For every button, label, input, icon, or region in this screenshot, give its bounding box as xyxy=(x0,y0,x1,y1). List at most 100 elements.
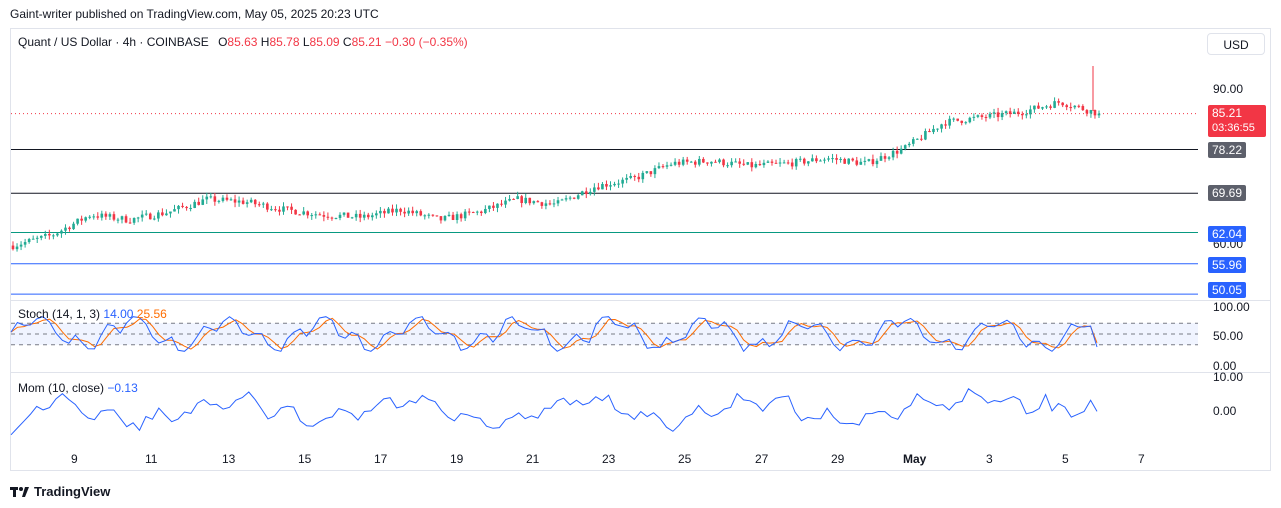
candle-body xyxy=(427,214,431,216)
candle-body xyxy=(548,203,552,205)
candle-body xyxy=(488,205,491,209)
high-label: H xyxy=(260,35,270,49)
candle-body xyxy=(177,205,180,210)
candle-body xyxy=(536,201,540,203)
candle-body xyxy=(964,122,968,124)
currency-button[interactable]: USD xyxy=(1207,33,1265,55)
candle-body xyxy=(217,200,221,202)
candle-body xyxy=(924,131,927,140)
candle-body xyxy=(1037,105,1040,109)
candle-body xyxy=(383,210,386,214)
candle-body xyxy=(589,191,592,195)
candle-body xyxy=(847,158,850,164)
candle-body xyxy=(266,203,269,210)
candle-body xyxy=(185,206,188,209)
candle-body xyxy=(492,205,495,208)
candle-body xyxy=(209,196,213,198)
candle-body xyxy=(504,200,507,205)
open-label: O xyxy=(218,35,228,49)
candle-body xyxy=(108,214,112,217)
candle-body xyxy=(213,196,217,202)
candle-body xyxy=(766,161,770,163)
candle-body xyxy=(56,233,59,236)
candle-body xyxy=(528,197,532,204)
candle-body xyxy=(64,227,67,231)
candle-body xyxy=(128,222,132,224)
candle-body xyxy=(15,246,19,250)
candle-body xyxy=(641,172,645,180)
candle-body xyxy=(1093,110,1097,116)
pane-separator-mom[interactable] xyxy=(10,372,1271,373)
candle-body xyxy=(1020,113,1024,116)
candle-body xyxy=(807,161,810,164)
candle-body xyxy=(116,219,120,221)
candle-body xyxy=(471,212,475,214)
candle-body xyxy=(330,217,334,219)
mom-tick-10: 10.00 xyxy=(1213,370,1244,384)
symbol-title: Quant / US Dollar · 4h · COINBASE xyxy=(18,35,209,49)
candle-body xyxy=(637,176,641,180)
candle-body xyxy=(52,235,55,237)
candle-body xyxy=(988,113,992,118)
candle-body xyxy=(871,159,875,165)
candle-body xyxy=(338,214,342,218)
pane-separator-stoch[interactable] xyxy=(10,300,1271,301)
candle-body xyxy=(484,208,487,214)
candle-body xyxy=(835,158,838,160)
candle-body xyxy=(144,213,148,215)
mom-value: −0.13 xyxy=(107,381,138,395)
candle-body xyxy=(1029,109,1032,115)
chart-frame xyxy=(10,28,1271,471)
candle-body xyxy=(257,204,261,206)
low-value: 85.09 xyxy=(309,35,340,49)
candle-body xyxy=(710,161,713,164)
candle-body xyxy=(722,159,725,166)
candle-body xyxy=(911,139,915,144)
mom-tick-0: 0.00 xyxy=(1213,404,1237,418)
candle-body xyxy=(770,161,774,163)
candle-body xyxy=(734,161,737,163)
candle-body xyxy=(968,117,972,123)
candle-body xyxy=(823,159,826,161)
candle-body xyxy=(387,208,390,214)
candle-body xyxy=(350,217,354,219)
level-tag-50: 50.05 xyxy=(1208,282,1247,298)
candle-body xyxy=(843,158,846,164)
open-value: 85.63 xyxy=(227,35,258,49)
candle-body xyxy=(286,206,289,208)
candle-body xyxy=(621,179,624,184)
candle-body xyxy=(447,214,451,216)
candle-body xyxy=(27,239,31,243)
candle-body xyxy=(839,158,842,160)
candle-body xyxy=(544,203,548,206)
candle-body xyxy=(685,159,689,162)
time-tick: 21 xyxy=(526,452,540,466)
candle-body xyxy=(225,197,229,200)
candle-body xyxy=(262,203,265,205)
candle-body xyxy=(1061,102,1064,106)
candle-body xyxy=(435,215,439,217)
candle-body xyxy=(68,227,71,230)
candle-body xyxy=(819,160,822,162)
candle-body xyxy=(72,223,75,230)
candle-body xyxy=(205,196,209,200)
candle-body xyxy=(936,128,939,130)
candle-body xyxy=(508,198,511,201)
candle-body xyxy=(516,196,519,199)
candle-body xyxy=(584,191,588,195)
candle-body xyxy=(136,217,140,219)
time-tick: 9 xyxy=(71,452,78,466)
time-tick: 11 xyxy=(145,452,158,466)
price-tick-90: 90.00 xyxy=(1213,82,1244,96)
candle-body xyxy=(306,211,310,216)
tradingview-logo[interactable]: TradingView xyxy=(10,484,110,499)
candle-body xyxy=(867,159,871,161)
candle-body xyxy=(366,214,370,218)
level-tag-78: 78.22 xyxy=(1208,142,1247,158)
candle-body xyxy=(399,208,402,212)
candle-body xyxy=(718,159,721,163)
candle-body xyxy=(318,214,322,216)
candle-body xyxy=(439,216,443,221)
stoch-tick-0: 0.00 xyxy=(1213,359,1237,373)
